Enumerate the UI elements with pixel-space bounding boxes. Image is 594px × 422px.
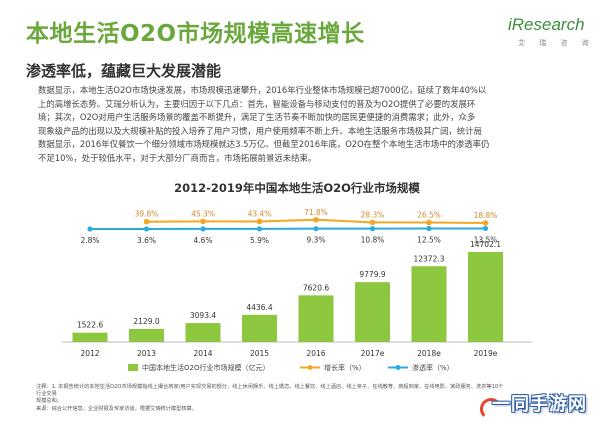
bar-2015 [242, 314, 277, 342]
penetration-rate-label: 4.6% [193, 236, 212, 245]
x-tick-label: 2015 [250, 349, 269, 358]
body-line: 数据显示，2016年仅餐饮一个细分领域市场规模就达3.5万亿。但截至2016年底… [38, 139, 490, 150]
bar-2018e [411, 266, 447, 342]
growth-rate-point [369, 219, 376, 226]
note-line: 规模总和。 [36, 398, 62, 405]
x-tick-label: 2016 [306, 349, 325, 358]
market-size-chart: 2012-2019年中国本地生活O2O行业市场规模 1522.6 2012 2129.… [62, 181, 532, 372]
watermark-swoosh-icon [480, 398, 502, 420]
growth-rate-label: 18.8% [474, 211, 498, 220]
penetration-rate-label: 13.5% [474, 235, 498, 244]
bar-value-label: 14702.1 [470, 240, 501, 249]
x-tick-label: 2019e [474, 349, 498, 358]
x-tick-label: 2018e [417, 349, 441, 358]
growth-rate-point [426, 219, 432, 226]
growth-rate-label: 39.8% [135, 210, 159, 219]
penetration-rate-point [426, 225, 432, 232]
body-line: 不足10%，处于较低水平，对于大部分厂商而言，市场拓展前景远未结束。 [38, 152, 317, 163]
watermark-text: 一同手游网 [492, 394, 587, 415]
penetration-rate-label: 10.8% [361, 236, 385, 245]
bar-value-label: 3093.4 [190, 311, 216, 320]
bar-value-label: 7620.6 [303, 283, 329, 292]
x-tick-label: 2017e [361, 349, 385, 358]
legend-label-penetration: 渗透率（%） [412, 363, 454, 372]
chart-title: 2012-2019年中国本地生活O2O行业市场规模 [174, 181, 420, 195]
penetration-rate-point [313, 226, 319, 232]
growth-rate-point [313, 216, 319, 223]
growth-rate-label: 26.5% [417, 210, 441, 219]
bar-2017e [355, 282, 390, 342]
bar-2014 [185, 323, 221, 342]
bar-value-label: 2129.0 [133, 317, 159, 326]
bar-2016 [298, 295, 334, 342]
penetration-rate-point [256, 226, 263, 232]
bar-2019e [468, 252, 503, 342]
bar-value-label: 12372.3 [413, 254, 444, 263]
iresearch-logo: iResearch 艾 瑞 咨 询 [498, 10, 589, 54]
x-tick-label: 2014 [193, 349, 212, 358]
legend-swatch-market-size [128, 364, 138, 371]
legend-marker-growth [307, 365, 313, 370]
body-line: 上的高增长态势。艾瑞分析认为，主要归因于以下几点：首先，智能设备与移动支付的普及… [38, 98, 476, 109]
x-tick-label: 2012 [80, 349, 99, 358]
legend-label-market-size: 中国本地生活O2O行业市场规模（亿元） [142, 363, 269, 372]
growth-rate-label: 43.4% [248, 209, 272, 218]
penetration-rate-label: 12.5% [417, 236, 441, 245]
growth-rate-point [200, 218, 206, 225]
growth-rate-point [143, 218, 150, 225]
penetration-rate-label: 2.8% [80, 236, 99, 245]
penetration-rate-line [89, 227, 486, 230]
penetration-rate-point [200, 226, 206, 232]
bar-value-label: 9779.9 [359, 270, 385, 279]
body-line: 境；其次，O2O对用户生活服务场景的覆盖不断提升，满足了生活节奏不断加快的居民更… [38, 112, 476, 123]
penetration-rate-label: 5.9% [250, 236, 269, 245]
body-line: 现象级产品的出现以及大规模补贴的投入培养了用户习惯，用户使用频率不断上升。本地生… [38, 125, 482, 136]
page-title: 本地生活O2O市场规模高速增长 [26, 21, 365, 47]
penetration-rate-point [369, 226, 376, 232]
chart-notes: 注释：1. 本报告统计的本地生活O2O市场规模指线上撮合商家/用户实现交易的部分… [36, 384, 506, 413]
penetration-rate-point [482, 225, 489, 232]
penetration-rate-point [87, 226, 93, 232]
bar-value-label: 4436.4 [246, 303, 272, 312]
growth-rate-label: 45.3% [191, 209, 215, 218]
growth-rate-point [256, 218, 263, 225]
note-line: 注释：1. 本报告统计的本地生活O2O市场规模指线上撮合商家/用户实现交易的部分… [36, 384, 504, 398]
growth-rate-label: 28.3% [361, 210, 385, 219]
x-tick-label: 2013 [137, 349, 156, 358]
logo-text: iResearch [508, 15, 585, 34]
page-subtitle: 渗透率低，蕴藏巨大发展潜能 [26, 62, 222, 80]
growth-rate-label: 71.8% [304, 208, 328, 217]
penetration-rate-label: 9.3% [306, 236, 325, 245]
legend-label-growth: 增长率（%） [324, 363, 366, 372]
body-line: 数据显示，本地生活O2O市场快速发展，市场规模迅速攀升，2016年行业整体市场规… [38, 85, 487, 95]
logo-subtext: 艾 瑞 咨 询 [518, 39, 594, 47]
bar-2013 [129, 328, 164, 342]
bar-2012 [72, 332, 108, 342]
penetration-rate-point [143, 226, 150, 232]
site-watermark: 一同手游网 [480, 390, 590, 420]
body-paragraph: 数据显示，本地生活O2O市场快速发展，市场规模迅速攀升，2016年行业整体市场规… [38, 84, 558, 166]
growth-rate-point [482, 220, 489, 226]
penetration-rate-label: 3.6% [137, 236, 156, 245]
bar-value-label: 1522.6 [77, 321, 103, 330]
note-line: 来源：综合公开信息、企业财报及专家访谈，根据艾瑞统计模型核算。 [36, 405, 197, 412]
legend-marker-penetration [395, 365, 401, 370]
